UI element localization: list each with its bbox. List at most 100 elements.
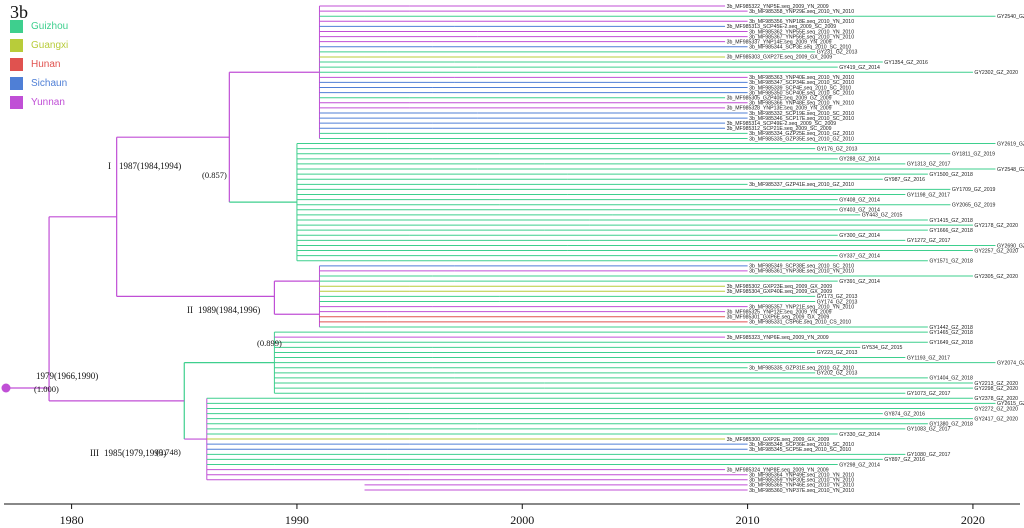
tip-label: GY2615_GZ_2021 <box>997 401 1024 407</box>
tip-label: GY419_GZ_2014 <box>839 65 880 71</box>
tip-label: 3b_MF985314_SCP49E-2.seq_2009_SC_2009 <box>727 121 837 127</box>
axis-tick-label-1990: 1990 <box>285 513 309 527</box>
tip-label: GY1193_GZ_2017 <box>907 355 950 361</box>
tip-label: 3b_MF985335_GZP31E.seq_2010_GZ_2010 <box>749 366 854 372</box>
tip-label: 3b_MF985363_YNP40E.seq_2010_YN_2010 <box>749 75 854 81</box>
tip-label: 3b_MF985312_SCP21E.seq_2009_SC_2009 <box>727 126 832 132</box>
panel-label: 3b <box>10 2 28 22</box>
clade-III-posterior: (0.748) <box>156 447 181 457</box>
tip-label: 3b_MF985324_YNP8E.seq_2009_YN_2009 <box>727 467 829 473</box>
tip-label: 3b_MF985304_GXP40E.seq_2009_GX_2009 <box>727 289 833 295</box>
tip-label: 3b_MF985361_YNP38E.seq_2010_YN_2010 <box>749 269 854 275</box>
tip-label: GY2690_GZ_2021 <box>997 243 1024 249</box>
tip-label: 3b_MF985344_SCP3E.seq_2010_SC_2010 <box>749 45 851 51</box>
tip-label: 3b_MF985350_SCP40E.seq_2010_SC_2010 <box>749 90 854 96</box>
tip-label: 3b_MF985358_YNP29E.seq_2010_YN_2010 <box>749 9 854 15</box>
tip-label: GY897_GZ_2016 <box>884 457 925 463</box>
legend-item-hunan: Hunan <box>10 56 68 73</box>
tip-label: 3b_MF985323_YNP6E.seq_2009_YN_2009 <box>727 335 829 341</box>
tip-label: GY2619_GZ_2021 <box>997 141 1024 147</box>
legend: Guizhou Guangxi Hunan Sichaun Yunnan <box>10 18 68 113</box>
tip-label: GY2298_GZ_2020 <box>974 386 1018 392</box>
tip-label: 3b_MF985359_YNP30E.seq_2010_YN_2010 <box>749 478 854 484</box>
tip-label: GY2378_GZ_2020 <box>974 396 1018 402</box>
clade-II-posterior: (0.899) <box>257 338 282 348</box>
tip-label: GY1500_GZ_2018 <box>929 172 973 178</box>
tip-label: 3b_MF985346_SCP17E.seq_2010_SC_2010 <box>749 116 854 122</box>
tip-label: GY1404_GZ_2018 <box>929 376 973 382</box>
tip-label: GY534_GZ_2015 <box>862 345 903 351</box>
legend-item-sichaun: Sichaun <box>10 75 68 92</box>
tip-label: GY1198_GZ_2017 <box>907 192 950 198</box>
tip-label: GY231_GZ_2013 <box>817 50 858 56</box>
clade-II-numeral: II <box>187 305 193 315</box>
tip-label: 3b_MF985328_YNP13E.seq_2009_YN_2009 <box>727 106 832 112</box>
legend-label-guangxi: Guangxi <box>31 40 69 51</box>
tip-label: GY987_GZ_2016 <box>884 177 925 183</box>
tip-label: 3b_MF985334_GZP25E.seq_2010_GZ_2010 <box>749 131 854 137</box>
legend-swatch-sichaun <box>10 77 23 90</box>
tip-label: GY403_GZ_2014 <box>839 208 880 214</box>
tip-label: GY1571_GZ_2018 <box>929 259 973 265</box>
tip-label: GY2065_GZ_2019 <box>952 202 996 208</box>
tip-label: GY1080_GZ_2017 <box>907 452 951 458</box>
tip-label: 3b_MF985335_GZP35E.seq_2010_GZ_2010 <box>749 136 854 142</box>
tip-label: GY1083_GZ_2017 <box>907 427 951 433</box>
legend-item-yunnan: Yunnan <box>10 94 68 111</box>
axis-tick-label-1980: 1980 <box>60 513 84 527</box>
tip-label: GY176_GZ_2013 <box>817 146 858 152</box>
tip-label: 3b_MF985305_GZP40E.seq_2009_GZ_2009 <box>727 96 832 102</box>
tip-label: 3b_MF985300_GXP2E.seq_2009_GX_2009 <box>727 437 830 443</box>
tip-label: 3b_MF985364_YNP49E.seq_2010_YN_2010 <box>749 473 854 479</box>
tip-label: GY1666_GZ_2018 <box>929 228 973 234</box>
tip-label: GY408_GZ_2014 <box>839 197 880 203</box>
tip-label: GY2074_GZ_2021 <box>997 360 1024 366</box>
tip-label: GY1442_GZ_2018 <box>929 325 973 331</box>
tip-label: GY2548_GZ_2021 <box>997 167 1024 173</box>
tip-label: 3b_MF985337_GZP41E.seq_2010_GZ_2010 <box>749 182 854 188</box>
legend-swatch-guangxi <box>10 39 23 52</box>
legend-label-hunan: Hunan <box>31 59 61 70</box>
tip-label: 3b_MF985345_SCP5E.seq_2010_SC_2010 <box>749 447 851 453</box>
clade-I-numeral: I <box>108 161 111 171</box>
tip-label: GY2305_GZ_2020 <box>974 274 1018 280</box>
tip-labels: 3b_MF985322_YNP5E.seq_2009_YN_20093b_MF9… <box>727 4 1024 494</box>
tip-label: GY2213_GZ_2020 <box>974 381 1018 387</box>
tip-label: GY2540_GZ_2021 <box>997 14 1024 20</box>
tip-label: 3b_MF985331_CSP6E.seq_2010_CS_2010 <box>749 320 851 326</box>
tip-label: GY443_GZ_2015 <box>862 213 903 219</box>
axis-tick-label-2020: 2020 <box>961 513 985 527</box>
tip-label: GY330_GZ_2014 <box>839 432 880 438</box>
clade-II-date: 1989(1984,1996) <box>198 305 260 315</box>
tip-label: GY2257_GZ_2020 <box>974 248 1018 254</box>
tip-label: GY2178_GZ_2020 <box>974 223 1018 229</box>
tip-label: GY1313_GZ_2017 <box>907 162 951 168</box>
tip-label: 3b_MF985332_SCP19E.seq_2010_SC_2010 <box>749 111 854 117</box>
legend-swatch-hunan <box>10 58 23 71</box>
tip-label: GY2302_GZ_2020 <box>974 70 1018 76</box>
tip-label: 3b_MF985366_YNP48E.seq_2010_YN_2010 <box>749 101 854 107</box>
clade-III-date: 1985(1979,1993) <box>104 448 166 458</box>
root-posterior: (1.000) <box>34 384 59 394</box>
tip-label: GY874_GZ_2016 <box>884 411 925 417</box>
tip-label: 3b_MF985337_YNP14E.seq_2009_YN_2009 <box>727 39 832 45</box>
legend-item-guangxi: Guangxi <box>10 37 68 54</box>
tip-label: 3b_MF985357_YNP21E.seq_2010_YN_2010 <box>749 304 854 310</box>
legend-label-yunnan: Yunnan <box>31 97 65 108</box>
tip-label: GY1649_GZ_2018 <box>929 340 973 346</box>
tip-label: 3b_MF985348_SCP36E.seq_2010_SC_2010 <box>749 442 854 448</box>
tip-label: 3b_MF985301_GXP6E.seq_2009_GX_2009 <box>727 315 830 321</box>
tip-label: GY298_GZ_2014 <box>839 462 880 468</box>
legend-item-guizhou: Guizhou <box>10 18 68 35</box>
legend-swatch-yunnan <box>10 96 23 109</box>
tip-label: GY1272_GZ_2017 <box>907 238 951 244</box>
legend-swatch-guizhou <box>10 20 23 33</box>
tip-label: 3b_MF985325_YNP12E.seq_2009_YN_2009 <box>727 309 832 315</box>
tip-label: 3b_MF985347_SCP34E.seq_2010_SC_2010 <box>749 80 854 86</box>
tip-label: 3b_MF985313_SCP45E-2.seq_2009_SC_2009 <box>727 24 837 30</box>
tip-label: GY1354_GZ_2016 <box>884 60 928 66</box>
tip-label: GY337_GZ_2014 <box>839 253 880 259</box>
tip-label: 3b_MF985302_GXP23E.seq_2009_GX_2009 <box>727 284 833 290</box>
tip-label: 3b_MF985360_YNP37E.seq_2010_YN_2010 <box>749 488 854 494</box>
